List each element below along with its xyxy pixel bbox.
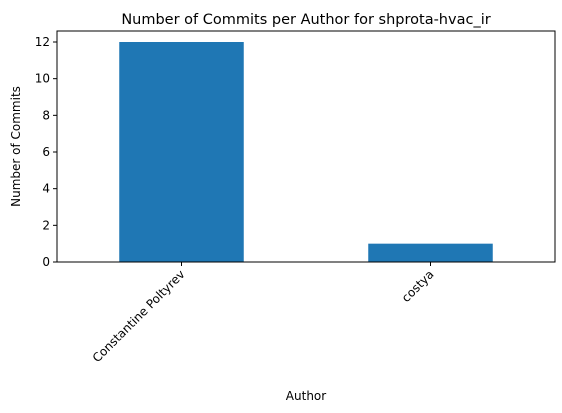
bar-costya bbox=[368, 243, 493, 262]
x-axis-title: Author bbox=[286, 389, 326, 403]
y-tick-label: 4 bbox=[42, 182, 50, 196]
y-tick-label: 2 bbox=[42, 218, 50, 232]
y-tick-label: 0 bbox=[42, 255, 50, 269]
y-axis: 0 2 4 6 8 10 12 bbox=[35, 35, 57, 269]
chart-title: Number of Commits per Author for shprota… bbox=[121, 12, 490, 28]
y-tick-label: 10 bbox=[35, 72, 50, 86]
y-tick-label: 12 bbox=[35, 35, 50, 49]
y-axis-title: Number of Commits bbox=[9, 86, 23, 207]
plot-frame bbox=[56, 30, 556, 263]
y-tick-label: 6 bbox=[42, 145, 50, 159]
bar-constantine-poltyrev bbox=[119, 42, 244, 262]
y-tick-label: 8 bbox=[42, 108, 50, 122]
bars-group bbox=[119, 42, 493, 262]
